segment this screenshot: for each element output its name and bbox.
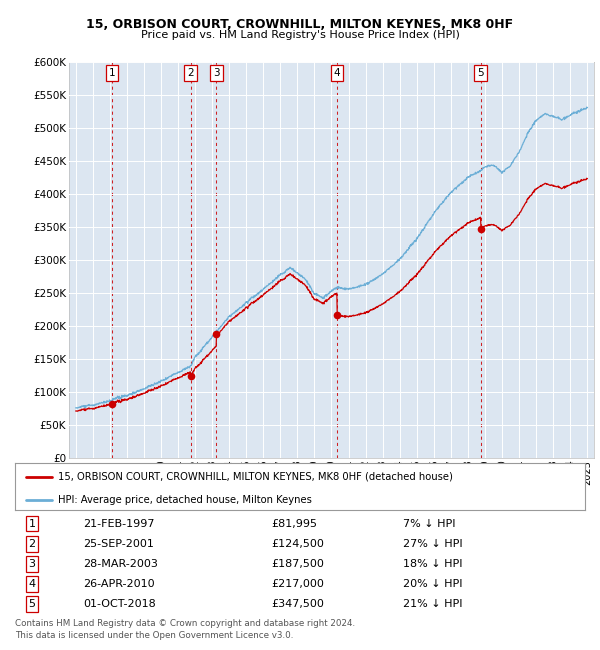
Text: 28-MAR-2003: 28-MAR-2003 — [83, 559, 158, 569]
Text: 1: 1 — [109, 68, 115, 78]
Text: £81,995: £81,995 — [271, 519, 317, 528]
Text: 5: 5 — [29, 599, 35, 609]
Text: 2: 2 — [29, 539, 35, 549]
Text: £347,500: £347,500 — [271, 599, 325, 609]
Text: 26-APR-2010: 26-APR-2010 — [83, 579, 155, 589]
Text: 4: 4 — [334, 68, 340, 78]
Text: 7% ↓ HPI: 7% ↓ HPI — [403, 519, 455, 528]
Text: 21% ↓ HPI: 21% ↓ HPI — [403, 599, 462, 609]
Text: £217,000: £217,000 — [271, 579, 325, 589]
Text: 27% ↓ HPI: 27% ↓ HPI — [403, 539, 462, 549]
Text: Contains HM Land Registry data © Crown copyright and database right 2024.: Contains HM Land Registry data © Crown c… — [15, 619, 355, 628]
Text: £124,500: £124,500 — [271, 539, 325, 549]
Text: 1: 1 — [29, 519, 35, 528]
Text: 5: 5 — [478, 68, 484, 78]
Text: 2: 2 — [187, 68, 194, 78]
Text: 21-FEB-1997: 21-FEB-1997 — [83, 519, 155, 528]
Text: 18% ↓ HPI: 18% ↓ HPI — [403, 559, 462, 569]
Text: 25-SEP-2001: 25-SEP-2001 — [83, 539, 154, 549]
Text: 15, ORBISON COURT, CROWNHILL, MILTON KEYNES, MK8 0HF: 15, ORBISON COURT, CROWNHILL, MILTON KEY… — [86, 18, 514, 31]
Text: 4: 4 — [29, 579, 35, 589]
Text: HPI: Average price, detached house, Milton Keynes: HPI: Average price, detached house, Milt… — [58, 495, 311, 505]
Text: 3: 3 — [213, 68, 220, 78]
Text: 3: 3 — [29, 559, 35, 569]
Text: 15, ORBISON COURT, CROWNHILL, MILTON KEYNES, MK8 0HF (detached house): 15, ORBISON COURT, CROWNHILL, MILTON KEY… — [58, 471, 452, 482]
Text: 01-OCT-2018: 01-OCT-2018 — [83, 599, 156, 609]
Text: £187,500: £187,500 — [271, 559, 325, 569]
Text: This data is licensed under the Open Government Licence v3.0.: This data is licensed under the Open Gov… — [15, 630, 293, 640]
Text: Price paid vs. HM Land Registry's House Price Index (HPI): Price paid vs. HM Land Registry's House … — [140, 30, 460, 40]
Text: 20% ↓ HPI: 20% ↓ HPI — [403, 579, 462, 589]
